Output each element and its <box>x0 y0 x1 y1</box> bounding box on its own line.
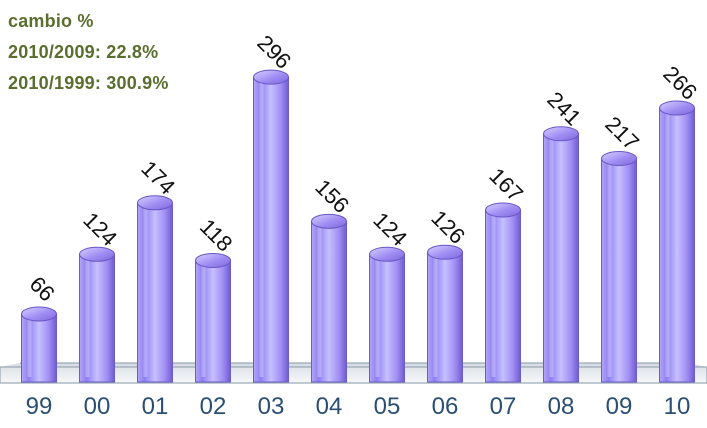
value-label-06: 126 <box>426 205 470 249</box>
bar-highlight-02 <box>201 265 206 377</box>
bar-05 <box>369 246 405 383</box>
x-tick-label-10: 10 <box>664 393 691 420</box>
bar-body-00 <box>79 253 115 383</box>
bar-08 <box>543 126 579 383</box>
value-label-09: 217 <box>600 111 644 155</box>
bar-cap-01 <box>137 195 173 211</box>
bar-body-06 <box>427 251 463 383</box>
bar-07 <box>485 202 521 383</box>
bar-04 <box>311 213 347 383</box>
bar-highlight-00 <box>85 259 90 377</box>
value-label-99: 66 <box>25 271 60 306</box>
value-label-07: 167 <box>484 163 528 207</box>
x-tick-label-08: 08 <box>548 393 575 420</box>
bar-99 <box>21 306 57 383</box>
value-label-01: 174 <box>136 156 180 200</box>
value-label-05: 124 <box>368 207 412 251</box>
bar-cap-04 <box>311 213 347 229</box>
bar-cap-07 <box>485 202 521 218</box>
change-2010-vs-1999: 2010/1999: 300.9% <box>8 73 169 93</box>
bar-highlight-99 <box>27 319 32 377</box>
x-tick-label-99: 99 <box>26 393 53 420</box>
change-summary: cambio % 2010/2009: 22.8% 2010/1999: 300… <box>8 6 169 99</box>
x-tick-label-05: 05 <box>374 393 401 420</box>
bar-cap-99 <box>21 306 57 322</box>
bar-highlight-01 <box>143 207 148 377</box>
bar-highlight-06 <box>433 257 438 377</box>
change-heading: cambio % <box>8 11 94 31</box>
x-tick-label-04: 04 <box>316 393 343 420</box>
bar-02 <box>195 252 231 383</box>
value-label-02: 118 <box>195 214 237 256</box>
value-label-10: 266 <box>658 61 702 105</box>
x-tick-label-09: 09 <box>606 393 633 420</box>
bar-body-03 <box>253 76 289 383</box>
bar-body-07 <box>485 209 521 383</box>
bar-highlight-09 <box>607 163 612 377</box>
change-2010-vs-2009: 2010/2009: 22.8% <box>8 42 159 62</box>
bar-body-09 <box>601 157 637 383</box>
bar-body-08 <box>543 133 579 383</box>
bar-body-99 <box>21 313 57 383</box>
x-tick-label-06: 06 <box>432 393 459 420</box>
bar-cap-10 <box>659 100 695 116</box>
bar-cap-02 <box>195 252 231 268</box>
value-label-04: 156 <box>310 174 354 218</box>
x-tick-label-03: 03 <box>258 393 285 420</box>
bar-cap-06 <box>427 244 463 260</box>
value-label-03: 296 <box>252 30 296 74</box>
bar-06 <box>427 244 463 383</box>
bar-body-02 <box>195 259 231 383</box>
bar-cap-03 <box>253 69 289 85</box>
bar-00 <box>79 246 115 383</box>
x-tick-label-07: 07 <box>490 393 517 420</box>
bar-highlight-08 <box>549 138 554 377</box>
bar-body-10 <box>659 107 695 383</box>
bar-body-05 <box>369 253 405 383</box>
bar-10 <box>659 100 695 383</box>
bar-highlight-04 <box>317 226 322 377</box>
bar-body-04 <box>311 220 347 383</box>
bar-01 <box>137 195 173 383</box>
bar-body-01 <box>137 202 173 383</box>
bar-cap-08 <box>543 126 579 142</box>
bar-highlight-05 <box>375 259 380 377</box>
bar-cap-00 <box>79 246 115 262</box>
value-label-00: 124 <box>78 207 122 251</box>
x-tick-label-01: 01 <box>142 393 169 420</box>
bars-layer <box>21 69 695 383</box>
base-frame <box>0 362 707 384</box>
x-tick-label-00: 00 <box>84 393 111 420</box>
bar-cap-09 <box>601 150 637 166</box>
tick-labels-layer: 99 00 01 02 03 04 05 06 07 08 09 10 <box>26 393 691 420</box>
bar-09 <box>601 150 637 383</box>
bar-03 <box>253 69 289 383</box>
value-label-08: 241 <box>542 87 586 131</box>
bar-cap-05 <box>369 246 405 262</box>
bar-highlight-10 <box>665 113 670 378</box>
bar-highlight-07 <box>491 214 496 377</box>
bar-highlight-03 <box>259 82 264 378</box>
x-tick-label-02: 02 <box>200 393 227 420</box>
